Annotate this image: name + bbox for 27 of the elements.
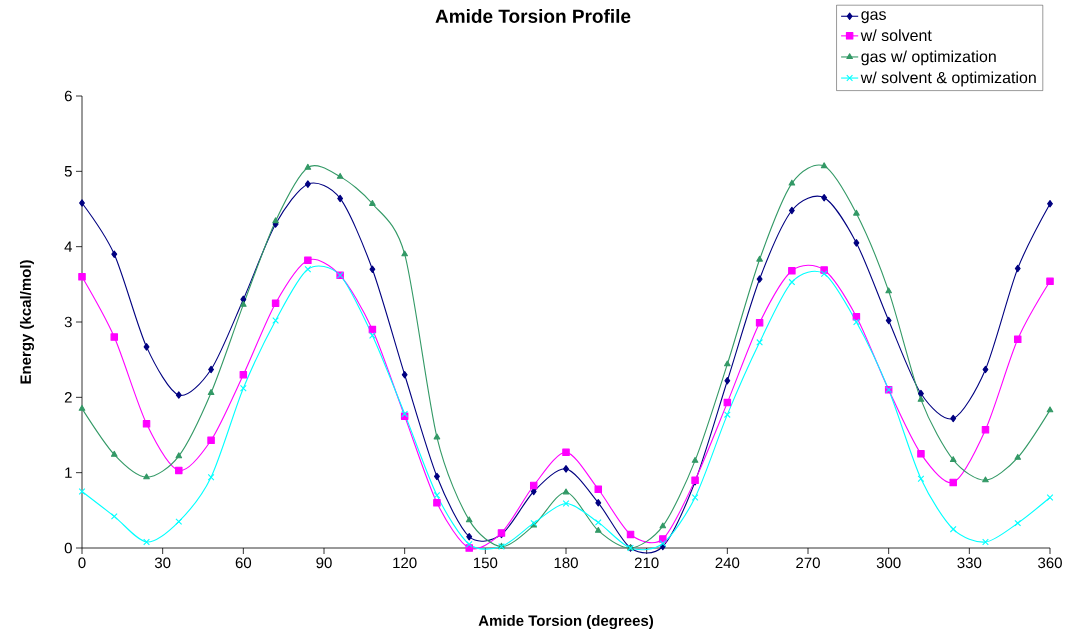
legend-label: gas	[861, 11, 886, 24]
x-tick-label: 120	[393, 557, 417, 569]
x-tick-label: 150	[473, 557, 498, 569]
x-tick-label: 300	[876, 557, 901, 569]
legend-label: gas w/ optimization	[861, 50, 996, 66]
y-tick-label: 3	[64, 316, 72, 328]
x-tick-label: 0	[78, 557, 86, 569]
x-tick-label: 360	[1038, 557, 1062, 569]
y-axis-title: Energy (kcal/mol)	[19, 260, 35, 384]
x-tick-label: 30	[154, 557, 171, 569]
x-tick-label: 90	[316, 557, 332, 569]
x-tick-label: 180	[554, 557, 578, 569]
y-tick-label: 2	[64, 392, 72, 403]
x-tick-label: 210	[634, 557, 659, 569]
y-tick-label: 4	[64, 241, 73, 252]
x-tick-label: 330	[957, 557, 982, 569]
x-tick-label: 270	[796, 557, 820, 569]
legend-label: w/ solvent	[860, 29, 932, 42]
y-tick-label: 5	[64, 166, 72, 177]
x-tick-label: 60	[235, 557, 252, 569]
legend-label: w/ solvent & optimization	[860, 71, 1036, 87]
y-tick-label: 0	[64, 542, 72, 554]
y-tick-label: 6	[64, 90, 72, 102]
x-tick-label: 240	[715, 557, 740, 569]
chart-title: Amide Torsion Profile	[435, 9, 631, 23]
y-tick-label: 1	[65, 467, 72, 478]
x-axis-title: Amide Torsion (degrees)	[478, 614, 654, 630]
